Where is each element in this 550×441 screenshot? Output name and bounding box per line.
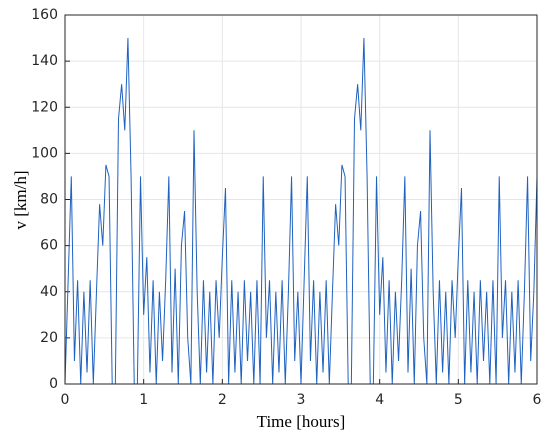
x-tick-label: 5	[454, 392, 463, 408]
y-tick-label: 80	[40, 192, 58, 208]
y-axis-label: v [km/h]	[11, 170, 30, 229]
y-tick-label: 160	[31, 7, 58, 23]
x-axis-label: Time [hours]	[257, 412, 346, 431]
x-tick-label: 1	[139, 392, 148, 408]
y-tick-label: 100	[31, 145, 58, 161]
y-tick-label: 40	[40, 284, 58, 300]
x-tick-label: 0	[61, 392, 70, 408]
plot-frame	[64, 14, 538, 385]
y-tick-label: 140	[31, 53, 58, 69]
x-tick-label: 6	[533, 392, 542, 408]
x-tick-label: 2	[218, 392, 227, 408]
x-tick-label: 3	[297, 392, 306, 408]
y-tick-label: 60	[40, 238, 58, 254]
y-tick-label: 120	[31, 99, 58, 115]
x-tick-label: 4	[375, 392, 384, 408]
y-tick-label: 0	[49, 376, 58, 392]
y-tick-label: 20	[40, 330, 58, 346]
